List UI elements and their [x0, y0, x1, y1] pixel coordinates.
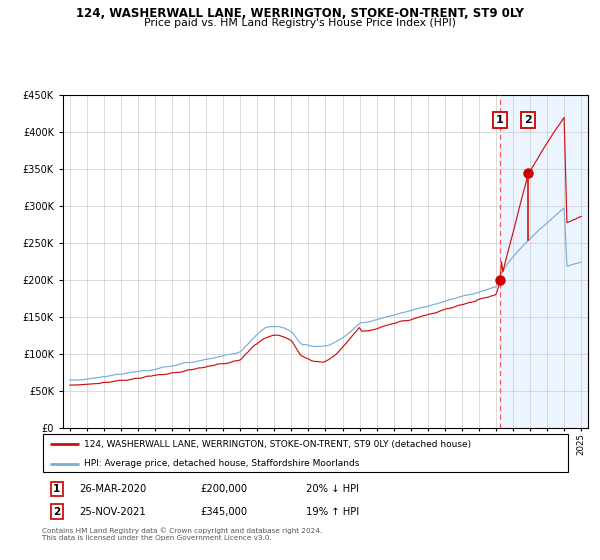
Text: £345,000: £345,000 [200, 507, 248, 517]
Text: HPI: Average price, detached house, Staffordshire Moorlands: HPI: Average price, detached house, Staf… [84, 459, 359, 468]
Text: Price paid vs. HM Land Registry's House Price Index (HPI): Price paid vs. HM Land Registry's House … [144, 18, 456, 28]
Text: £200,000: £200,000 [200, 484, 248, 494]
Text: 1: 1 [496, 115, 504, 125]
Text: 25-NOV-2021: 25-NOV-2021 [79, 507, 146, 517]
Bar [500, 95, 588, 428]
Text: 19% ↑ HPI: 19% ↑ HPI [306, 507, 359, 517]
Text: 1: 1 [53, 484, 61, 494]
Text: 124, WASHERWALL LANE, WERRINGTON, STOKE-ON-TRENT, ST9 0LY: 124, WASHERWALL LANE, WERRINGTON, STOKE-… [76, 7, 524, 20]
FancyBboxPatch shape [43, 435, 568, 472]
Text: 26-MAR-2020: 26-MAR-2020 [79, 484, 146, 494]
Text: 2: 2 [524, 115, 532, 125]
Text: 20% ↓ HPI: 20% ↓ HPI [306, 484, 359, 494]
Text: Contains HM Land Registry data © Crown copyright and database right 2024.
This d: Contains HM Land Registry data © Crown c… [42, 528, 322, 541]
Text: 2: 2 [53, 507, 61, 517]
Text: 124, WASHERWALL LANE, WERRINGTON, STOKE-ON-TRENT, ST9 0LY (detached house): 124, WASHERWALL LANE, WERRINGTON, STOKE-… [84, 440, 472, 449]
Bar [529, 95, 588, 428]
